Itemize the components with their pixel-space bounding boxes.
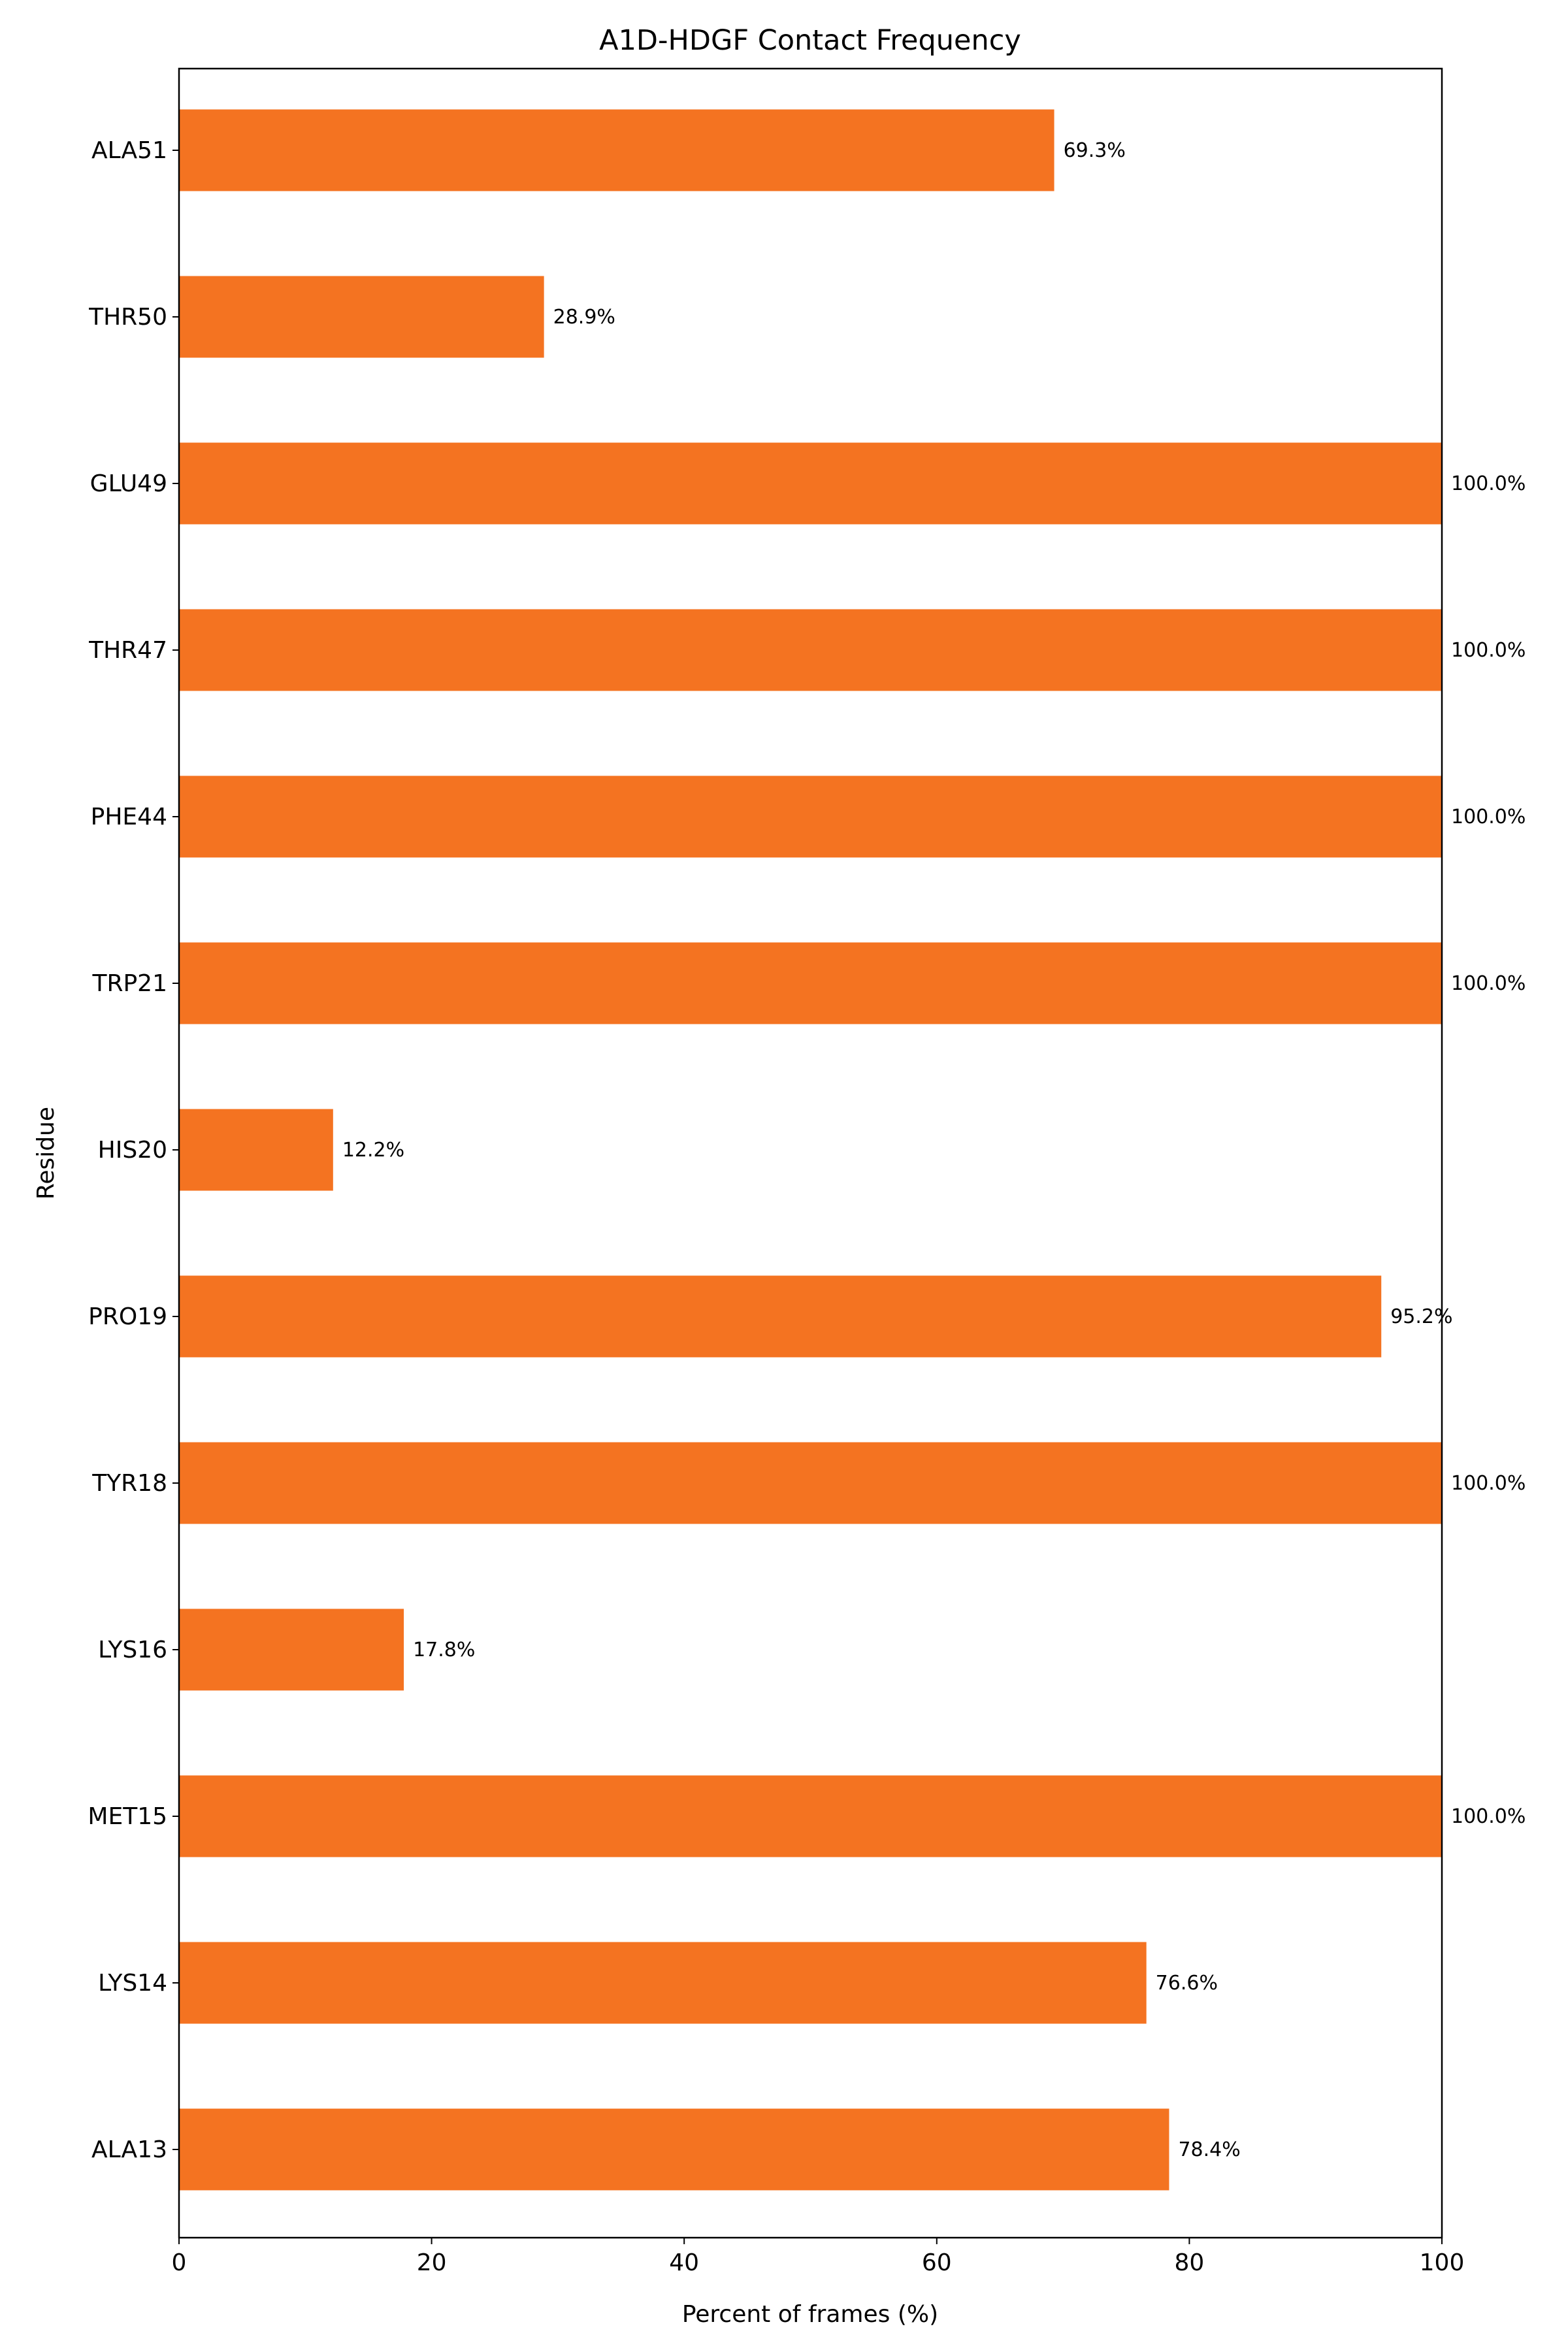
y-tick-label-glu49: GLU49 <box>90 470 167 497</box>
bar-pro19 <box>179 1275 1382 1358</box>
y-tick-label-trp21: TRP21 <box>91 970 167 997</box>
data-label-phe44: 100.0% <box>1451 806 1526 828</box>
y-tick-label-phe44: PHE44 <box>91 804 167 830</box>
data-label-lys14: 76.6% <box>1156 1972 1218 1995</box>
data-labels: 78.4% 76.6% 100.0% 17.8% 100.0% 95.2% 12.2% 100… <box>342 139 1526 2161</box>
bar-glu49 <box>179 442 1442 525</box>
x-axis-label: Percent of frames (%) <box>682 2301 938 2328</box>
x-tick-label-60: 60 <box>922 2249 952 2276</box>
bar-ala51 <box>179 109 1054 191</box>
y-tick-label-thr47: THR47 <box>88 637 167 664</box>
data-label-lys16: 17.8% <box>413 1639 475 1661</box>
bars-layer <box>179 109 1442 2191</box>
y-tick-label-tyr18: TYR18 <box>91 1470 167 1497</box>
data-label-glu49: 100.0% <box>1451 472 1526 495</box>
bar-lys16 <box>179 1609 404 1691</box>
y-tick-labels: ALA13 LYS14 MET15 LYS16 TYR18 PRO19 HIS20 TRP21… <box>88 137 179 2163</box>
bar-ala13 <box>179 2108 1169 2191</box>
data-label-his20: 12.2% <box>342 1139 404 1162</box>
y-tick-label-met15: MET15 <box>88 1803 167 1830</box>
data-label-ala51: 69.3% <box>1064 139 1126 162</box>
bar-lys14 <box>179 1942 1147 2024</box>
y-tick-label-thr50: THR50 <box>88 304 167 331</box>
x-tick-label-100: 100 <box>1420 2249 1465 2276</box>
y-tick-label-lys14: LYS14 <box>98 1970 167 1997</box>
data-label-tyr18: 100.0% <box>1451 1472 1526 1495</box>
data-label-met15: 100.0% <box>1451 1805 1526 1828</box>
y-tick-label-ala51: ALA51 <box>91 137 167 164</box>
data-label-pro19: 95.2% <box>1390 1305 1452 1328</box>
x-tick-label-40: 40 <box>669 2249 699 2276</box>
y-tick-label-pro19: PRO19 <box>88 1303 167 1330</box>
bar-thr50 <box>179 276 544 358</box>
data-label-thr50: 28.9% <box>553 306 615 329</box>
data-label-ala13: 78.4% <box>1178 2138 1240 2161</box>
bar-thr47 <box>179 609 1442 691</box>
y-tick-label-ala13: ALA13 <box>91 2136 167 2163</box>
y-tick-label-his20: HIS20 <box>98 1137 167 1164</box>
y-axis-label: Residue <box>33 1107 59 1200</box>
bar-tyr18 <box>179 1442 1442 1524</box>
bar-trp21 <box>179 942 1442 1024</box>
x-tick-label-0: 0 <box>172 2249 187 2276</box>
data-label-thr47: 100.0% <box>1451 639 1526 662</box>
y-tick-label-lys16: LYS16 <box>98 1637 167 1663</box>
bar-met15 <box>179 1775 1442 1857</box>
x-tick-label-20: 20 <box>417 2249 447 2276</box>
x-tick-label-80: 80 <box>1174 2249 1204 2276</box>
x-ticks: 0 20 40 60 80 100 <box>172 2238 1465 2276</box>
data-label-trp21: 100.0% <box>1451 972 1526 995</box>
bar-phe44 <box>179 776 1442 858</box>
plot-frame <box>178 67 1443 2239</box>
chart-title: A1D-HDGF Contact Frequency <box>599 24 1021 57</box>
bar-his20 <box>179 1109 333 1191</box>
